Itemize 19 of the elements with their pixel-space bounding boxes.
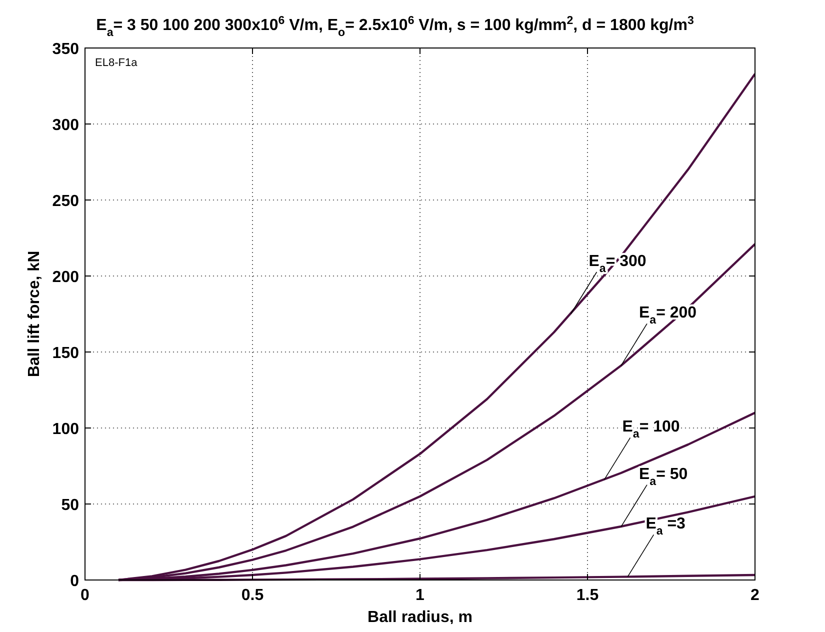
y-axis-title: Ball lift force, kN xyxy=(26,250,43,378)
x-tick-label: 1 xyxy=(416,587,425,604)
y-tick-label: 150 xyxy=(52,345,80,362)
chart-title: E$_{a}$= 3 50 100 200 300x10$^{6}$ V/m, E$_{o}$= 2.5x10$^{6}$ V/m, s = 100 kg/mm$^{2}$, d = 1800 kg/m$^{3}$ xyxy=(96,15,694,39)
y-tick-label: 350 xyxy=(52,41,80,58)
y-tick-label: 300 xyxy=(52,117,80,134)
x-tick-label: 0 xyxy=(80,587,90,604)
y-tick-label: 50 xyxy=(61,497,80,514)
annotation: E$_{a}$= 300 xyxy=(588,253,646,275)
x-tick-label: 2 xyxy=(750,587,760,604)
x-tick-label: 1.5 xyxy=(576,587,599,604)
y-tick-label: 250 xyxy=(52,193,80,210)
x-tick-label: 0.5 xyxy=(241,587,264,604)
y-tick-label: 100 xyxy=(52,421,80,438)
annotation: EL8-F1a xyxy=(95,57,138,69)
y-tick-label: 200 xyxy=(52,269,80,286)
annotation: E$_{a}$= 100 xyxy=(622,418,680,441)
annotation: E$_{a}$= 50 xyxy=(639,466,688,488)
y-tick-label: 0 xyxy=(70,573,80,590)
